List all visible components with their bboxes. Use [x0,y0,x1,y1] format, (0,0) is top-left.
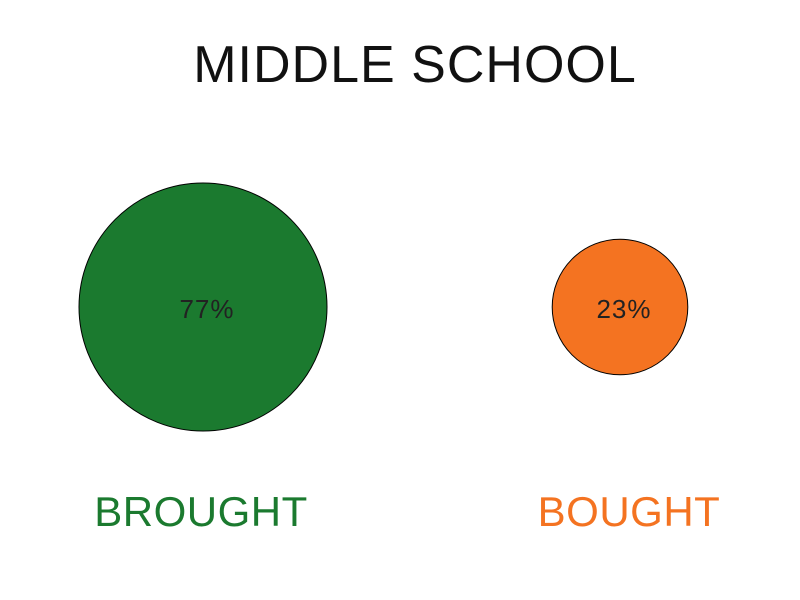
value-label-bought: 23% [596,294,651,324]
bubble-brought [78,182,328,432]
chart-title: MIDDLE SCHOOL [193,36,637,94]
value-label-brought: 77% [179,294,234,324]
category-label-bought: BOUGHT [538,488,721,535]
bubble-group: 77% BROUGHT 23% BOUGHT [78,182,721,535]
bubble-bought [551,238,689,376]
category-label-brought: BROUGHT [94,488,308,535]
